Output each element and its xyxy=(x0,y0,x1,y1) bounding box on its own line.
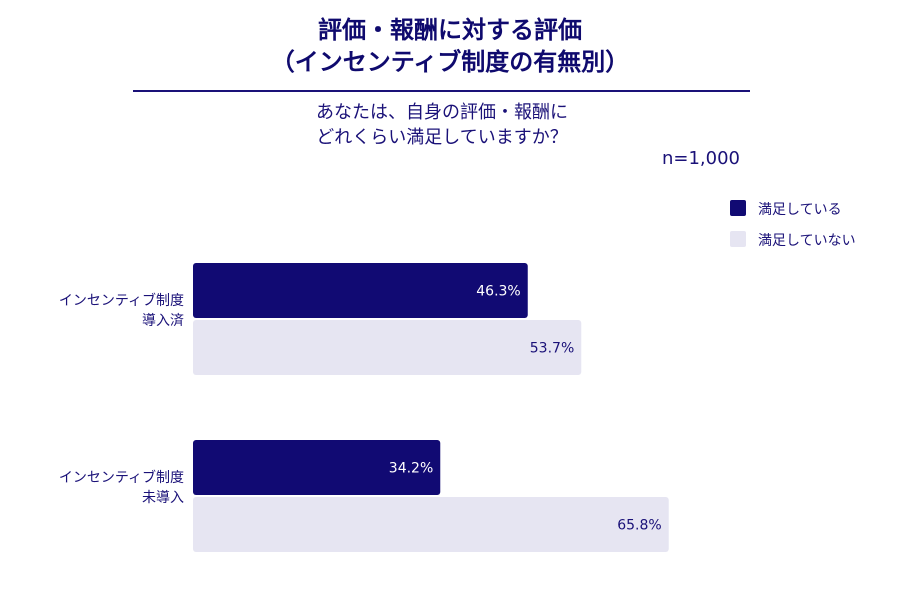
legend-label-satisfied: 満足している xyxy=(758,202,842,218)
subtitle-line-2: どれくらい満足していますか？ xyxy=(316,127,568,148)
chart-title-line-2: （インセンティブ制度の有無別） xyxy=(270,48,630,76)
data-label-not-satisfied-0: 53.7% xyxy=(530,341,574,357)
data-label-not-satisfied-1: 65.8% xyxy=(617,518,661,534)
bar-not-satisfied-1 xyxy=(193,497,669,552)
chart-title: 評価・報酬に対する評価 （インセンティブ制度の有無別） xyxy=(0,14,900,78)
legend-swatch-satisfied xyxy=(730,200,746,216)
bar-satisfied-1 xyxy=(193,440,441,495)
title-divider xyxy=(133,90,750,92)
data-label-satisfied-0: 46.3% xyxy=(476,284,520,300)
category-label-0: インセンティブ制度導入済 xyxy=(59,292,184,329)
category-label-1: インセンティブ制度未導入 xyxy=(59,469,184,506)
legend-item-satisfied: 満足している xyxy=(730,198,900,218)
subtitle-line-1: あなたは、自身の評価・報酬に xyxy=(316,102,568,123)
chart-title-line-1: 評価・報酬に対する評価 xyxy=(318,16,582,44)
data-label-satisfied-1: 34.2% xyxy=(389,461,433,477)
legend-swatch-not-satisfied xyxy=(730,231,746,247)
bar-not-satisfied-0 xyxy=(193,320,582,375)
bar-satisfied-0 xyxy=(193,263,528,318)
legend-item-not-satisfied: 満足していない xyxy=(730,229,900,249)
sample-size-label: n=1,000 xyxy=(661,148,740,169)
legend-label-not-satisfied: 満足していない xyxy=(758,233,856,249)
chart-subtitle: あなたは、自身の評価・報酬に どれくらい満足していますか？ xyxy=(0,100,884,150)
